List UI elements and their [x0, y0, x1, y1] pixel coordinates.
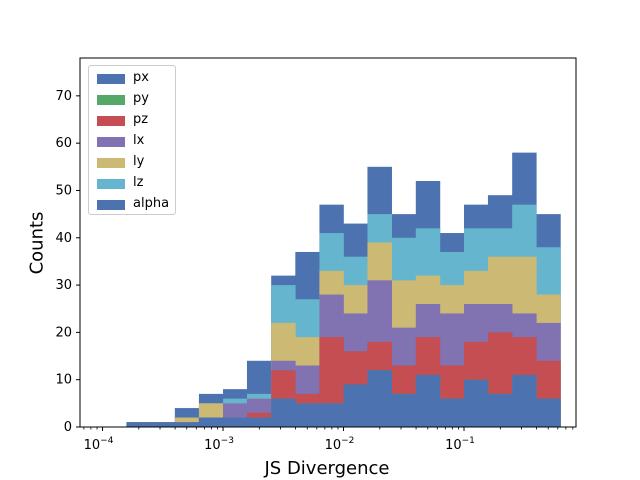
bar-px-17: [512, 374, 537, 427]
legend-item-pz: pz: [89, 111, 175, 132]
bar-px-15: [464, 379, 489, 427]
legend-item-alpha: alpha: [89, 195, 175, 216]
legend: px py pz lx ly lz alpha: [88, 65, 176, 215]
bar-px-14: [439, 398, 465, 427]
x-tick-label-0: 10−4: [84, 436, 114, 453]
legend-label-alpha: alpha: [133, 196, 170, 211]
bar-px-13: [415, 374, 441, 427]
bar-px-2: [150, 422, 176, 427]
legend-swatch-lz: [97, 179, 125, 189]
bar-px-1: [126, 422, 151, 427]
legend-label-lx: lx: [133, 133, 145, 148]
legend-item-px: px: [89, 69, 175, 90]
y-tick-label-0: 0: [64, 420, 72, 435]
bar-px-8: [295, 403, 320, 427]
bar-px-11: [367, 370, 392, 427]
legend-label-lz: lz: [133, 175, 144, 190]
y-tick-label-20: 20: [55, 325, 72, 340]
bar-px-16: [487, 393, 513, 427]
x-tick-label-2: 10−2: [325, 436, 355, 453]
legend-label-px: px: [133, 70, 149, 85]
bar-px-5: [223, 417, 248, 427]
x-axis-label: JS Divergence: [264, 458, 390, 479]
legend-swatch-px: [97, 74, 125, 84]
legend-item-lx: lx: [89, 132, 175, 153]
x-tick-label-3: 10−1: [445, 436, 475, 453]
bar-px-4: [198, 417, 224, 427]
bar-px-18: [536, 398, 561, 427]
bar-px-7: [271, 398, 296, 427]
bar-px-3: [174, 422, 200, 427]
legend-swatch-pz: [97, 116, 125, 126]
y-axis-label: Counts: [26, 211, 48, 275]
legend-swatch-ly: [97, 158, 125, 168]
legend-item-ly: ly: [89, 153, 175, 174]
legend-swatch-lx: [97, 137, 125, 147]
legend-item-py: py: [89, 90, 175, 111]
bar-px-10: [343, 384, 368, 427]
y-tick-label-10: 10: [55, 373, 72, 388]
legend-label-ly: ly: [133, 154, 145, 169]
plot-frame: [79, 57, 577, 428]
bar-px-6: [246, 417, 272, 427]
x-tick-label-1: 10−3: [204, 436, 234, 453]
legend-swatch-py: [97, 95, 125, 105]
legend-label-py: py: [133, 91, 149, 106]
bar-px-12: [391, 393, 417, 427]
bar-px-9: [319, 403, 344, 427]
legend-swatch-alpha: [97, 200, 125, 210]
y-tick-label-30: 30: [55, 278, 72, 293]
y-tick-label-50: 50: [55, 183, 72, 198]
y-tick-label-60: 60: [55, 136, 72, 151]
y-tick-label-70: 70: [55, 89, 72, 104]
legend-item-lz: lz: [89, 174, 175, 195]
legend-label-pz: pz: [133, 112, 149, 127]
y-tick-label-40: 40: [55, 231, 72, 246]
